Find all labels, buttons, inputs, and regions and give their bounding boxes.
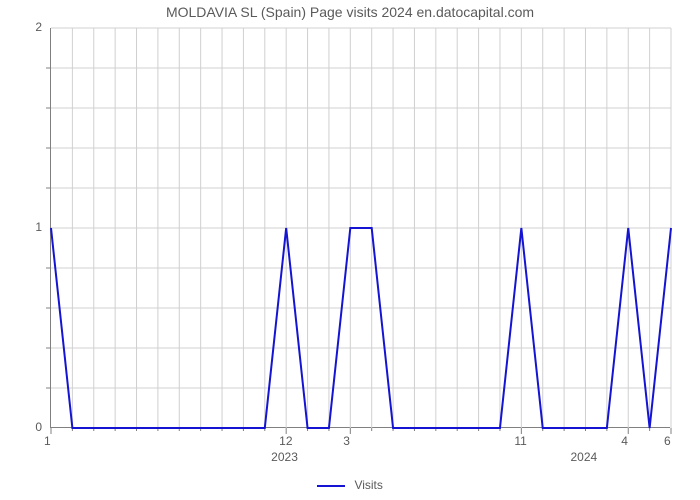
x-group-label: 2024	[570, 450, 597, 464]
y-tick-label: 0	[35, 420, 42, 434]
chart-container: MOLDAVIA SL (Spain) Page visits 2024 en.…	[0, 0, 700, 500]
y-tick-label: 1	[35, 220, 42, 234]
x-tick-label: 6	[664, 434, 671, 448]
x-group-label: 2023	[271, 450, 298, 464]
legend-label: Visits	[354, 478, 382, 492]
minor-ticks	[46, 68, 671, 434]
plot-svg	[51, 28, 671, 428]
plot-area	[50, 28, 670, 428]
x-tick-label: 11	[514, 434, 526, 448]
y-tick-label: 2	[35, 20, 42, 34]
x-tick-label: 12	[279, 434, 292, 448]
x-tick-label: 1	[44, 434, 51, 448]
legend: Visits	[0, 478, 700, 492]
series-line	[51, 228, 671, 428]
x-tick-label: 4	[621, 434, 628, 448]
x-tick-label: 3	[343, 434, 350, 448]
chart-title: MOLDAVIA SL (Spain) Page visits 2024 en.…	[0, 4, 700, 20]
legend-swatch	[317, 485, 345, 487]
